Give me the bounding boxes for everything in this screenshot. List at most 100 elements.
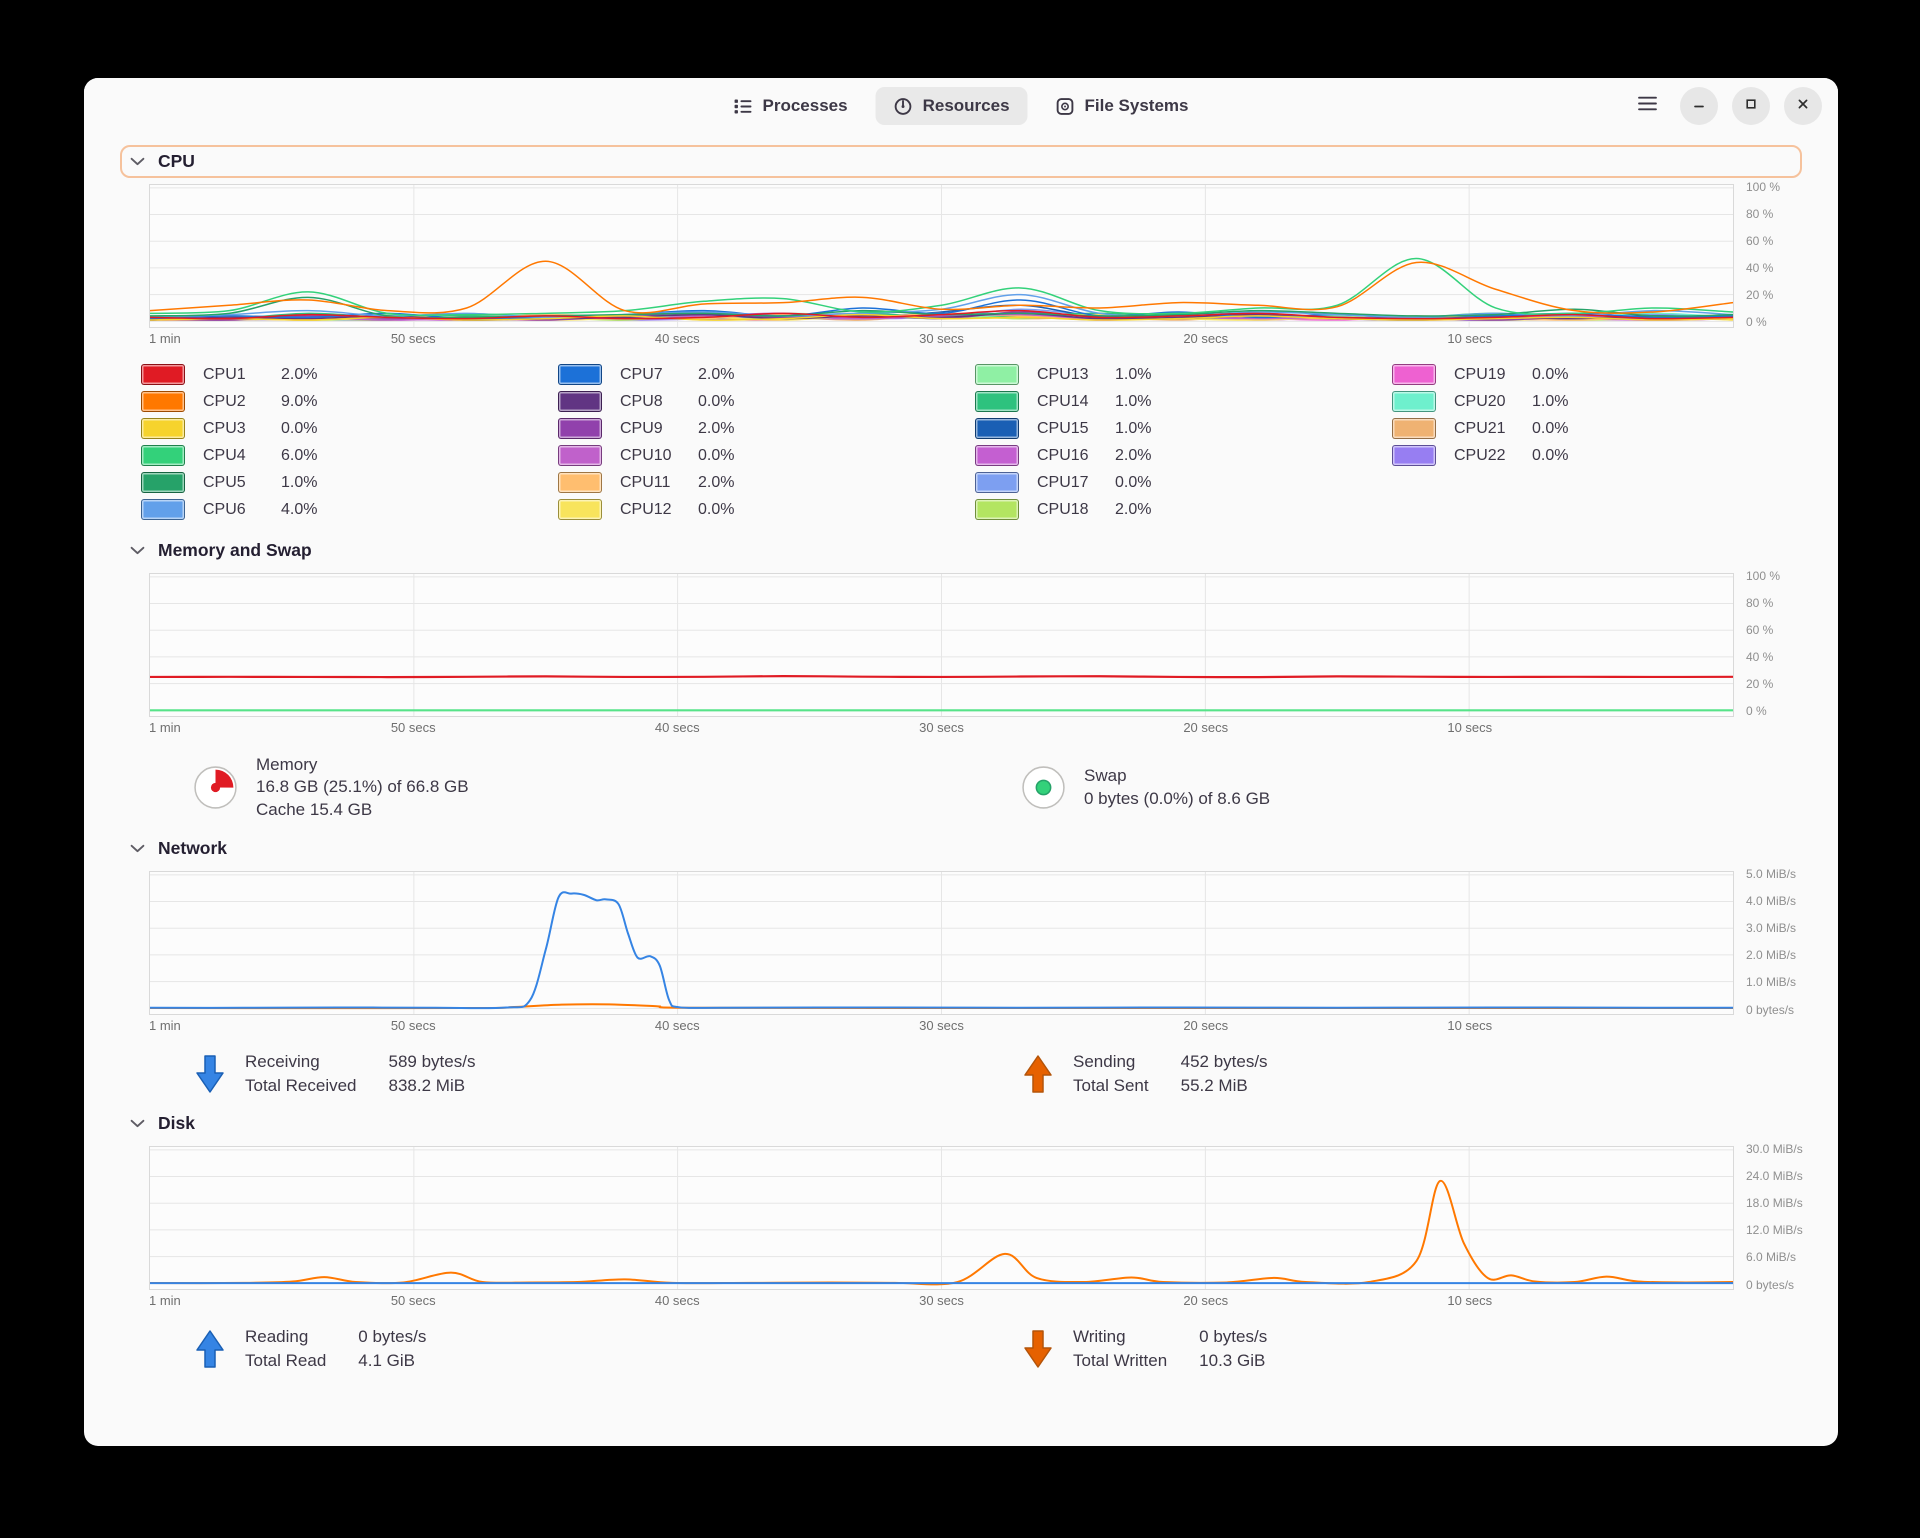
cpu-legend-value: 1.0%: [1115, 420, 1151, 438]
cpu-legend-label: CPU5: [203, 474, 281, 492]
menu-button[interactable]: [1628, 87, 1666, 125]
tab-processes[interactable]: Processes: [716, 87, 866, 125]
cpu-legend-item: CPU131.0%: [975, 361, 1392, 388]
cpu-legend-value: 0.0%: [698, 393, 734, 411]
chevron-down-icon: [130, 1119, 145, 1128]
cpu-legend-item: CPU64.0%: [141, 496, 558, 523]
cpu-color-swatch[interactable]: [1392, 445, 1436, 466]
cpu-color-swatch[interactable]: [1392, 418, 1436, 439]
memory-label: Memory: [256, 754, 469, 776]
cpu-color-swatch[interactable]: [141, 445, 185, 466]
cpu-color-swatch[interactable]: [558, 472, 602, 493]
maximize-button[interactable]: [1732, 87, 1770, 125]
write-arrow-icon: [1020, 1328, 1056, 1370]
cpu-legend-label: CPU15: [1037, 420, 1115, 438]
cpu-color-swatch[interactable]: [975, 472, 1019, 493]
disk-chart: 30.0 MiB/s24.0 MiB/s18.0 MiB/s12.0 MiB/s…: [149, 1146, 1734, 1290]
sending-rate: 452 bytes/s: [1181, 1052, 1268, 1072]
chevron-down-icon: [130, 844, 145, 853]
cpu-legend-value: 0.0%: [1115, 474, 1151, 492]
cpu-color-swatch[interactable]: [975, 445, 1019, 466]
y-axis-tick: 0 %: [1746, 315, 1767, 329]
cpu-color-swatch[interactable]: [558, 418, 602, 439]
view-switcher: Processes Resources File Systems: [716, 87, 1207, 125]
y-axis-tick: 20 %: [1746, 288, 1773, 302]
network-section-header[interactable]: Network: [120, 832, 1802, 865]
cpu-color-swatch[interactable]: [141, 499, 185, 520]
cpu-legend-label: CPU20: [1454, 393, 1532, 411]
tab-file-systems[interactable]: File Systems: [1038, 87, 1207, 125]
chevron-down-icon: [130, 157, 145, 166]
cpu-legend-column: CPU12.0%CPU29.0%CPU30.0%CPU46.0%CPU51.0%…: [141, 361, 558, 523]
swap-pie-icon: [1020, 764, 1067, 811]
tab-resources[interactable]: Resources: [876, 87, 1028, 125]
cpu-legend-label: CPU18: [1037, 501, 1115, 519]
cpu-section-header[interactable]: CPU: [120, 145, 1802, 178]
x-axis-tick: 20 secs: [1183, 720, 1228, 735]
writing-label: Writing: [1073, 1327, 1167, 1347]
y-axis-tick: 24.0 MiB/s: [1746, 1169, 1803, 1183]
cpu-legend-label: CPU16: [1037, 447, 1115, 465]
memory-section-header[interactable]: Memory and Swap: [120, 534, 1802, 567]
disk-section-header[interactable]: Disk: [120, 1107, 1802, 1140]
memory-stats-row: Memory 16.8 GB (25.1%) of 66.8 GB Cache …: [84, 754, 1838, 821]
cpu-color-swatch[interactable]: [141, 472, 185, 493]
memory-stat: Memory 16.8 GB (25.1%) of 66.8 GB Cache …: [192, 754, 1020, 821]
y-axis-tick: 4.0 MiB/s: [1746, 894, 1796, 908]
cpu-legend-item: CPU29.0%: [141, 388, 558, 415]
disk-section-title: Disk: [158, 1113, 195, 1134]
cpu-legend-item: CPU112.0%: [558, 469, 975, 496]
disk-stats-row: Reading 0 bytes/s Total Read 4.1 GiB Wri…: [84, 1327, 1838, 1371]
cpu-legend-label: CPU11: [620, 474, 698, 492]
cpu-legend-value: 2.0%: [698, 420, 734, 438]
y-axis-tick: 40 %: [1746, 261, 1773, 275]
cpu-legend-value: 2.0%: [698, 474, 734, 492]
cpu-chart: 100 %80 %60 %40 %20 %0 %: [149, 184, 1734, 328]
tab-file-systems-label: File Systems: [1085, 96, 1189, 116]
y-axis-tick: 30.0 MiB/s: [1746, 1142, 1803, 1156]
resources-gauge-icon: [894, 97, 913, 116]
y-axis-tick: 40 %: [1746, 650, 1773, 664]
cpu-color-swatch[interactable]: [975, 418, 1019, 439]
close-button[interactable]: [1784, 87, 1822, 125]
y-axis-tick: 80 %: [1746, 207, 1773, 221]
cpu-legend-item: CPU190.0%: [1392, 361, 1809, 388]
cpu-color-swatch[interactable]: [141, 418, 185, 439]
cpu-legend-value: 1.0%: [1532, 393, 1568, 411]
x-axis-tick: 40 secs: [655, 720, 700, 735]
memory-chart: 100 %80 %60 %40 %20 %0 %: [149, 573, 1734, 717]
cpu-legend-label: CPU3: [203, 420, 281, 438]
cpu-color-swatch[interactable]: [1392, 391, 1436, 412]
cpu-color-swatch[interactable]: [975, 364, 1019, 385]
total-read-label: Total Read: [245, 1351, 326, 1371]
tab-resources-label: Resources: [923, 96, 1010, 116]
swap-label: Swap: [1084, 765, 1270, 787]
cpu-color-swatch[interactable]: [558, 499, 602, 520]
y-axis-tick: 6.0 MiB/s: [1746, 1250, 1796, 1264]
x-axis-tick: 10 secs: [1447, 331, 1492, 346]
y-axis-tick: 12.0 MiB/s: [1746, 1223, 1803, 1237]
x-axis-tick: 30 secs: [919, 331, 964, 346]
cpu-legend-item: CPU162.0%: [975, 442, 1392, 469]
cpu-color-swatch[interactable]: [1392, 364, 1436, 385]
cpu-color-swatch[interactable]: [975, 499, 1019, 520]
swap-usage: 0 bytes (0.0%) of 8.6 GB: [1084, 788, 1270, 810]
cpu-color-swatch[interactable]: [558, 364, 602, 385]
minimize-button[interactable]: [1680, 87, 1718, 125]
cpu-color-swatch[interactable]: [975, 391, 1019, 412]
cpu-color-swatch[interactable]: [141, 391, 185, 412]
cpu-legend-item: CPU30.0%: [141, 415, 558, 442]
cpu-legend-item: CPU120.0%: [558, 496, 975, 523]
cpu-color-swatch[interactable]: [558, 391, 602, 412]
disk-chart-y-axis: 30.0 MiB/s24.0 MiB/s18.0 MiB/s12.0 MiB/s…: [1746, 1146, 1836, 1290]
cpu-legend-value: 2.0%: [281, 366, 317, 384]
cpu-legend-item: CPU72.0%: [558, 361, 975, 388]
cpu-legend-value: 2.0%: [1115, 447, 1151, 465]
cpu-color-swatch[interactable]: [141, 364, 185, 385]
window-controls: [1628, 87, 1838, 125]
cpu-color-swatch[interactable]: [558, 445, 602, 466]
sending-label: Sending: [1073, 1052, 1149, 1072]
cpu-legend-column: CPU190.0%CPU201.0%CPU210.0%CPU220.0%: [1392, 361, 1809, 469]
disk-writing-stat: Writing 0 bytes/s Total Written 10.3 GiB: [1020, 1327, 1838, 1371]
total-sent-value: 55.2 MiB: [1181, 1076, 1268, 1096]
